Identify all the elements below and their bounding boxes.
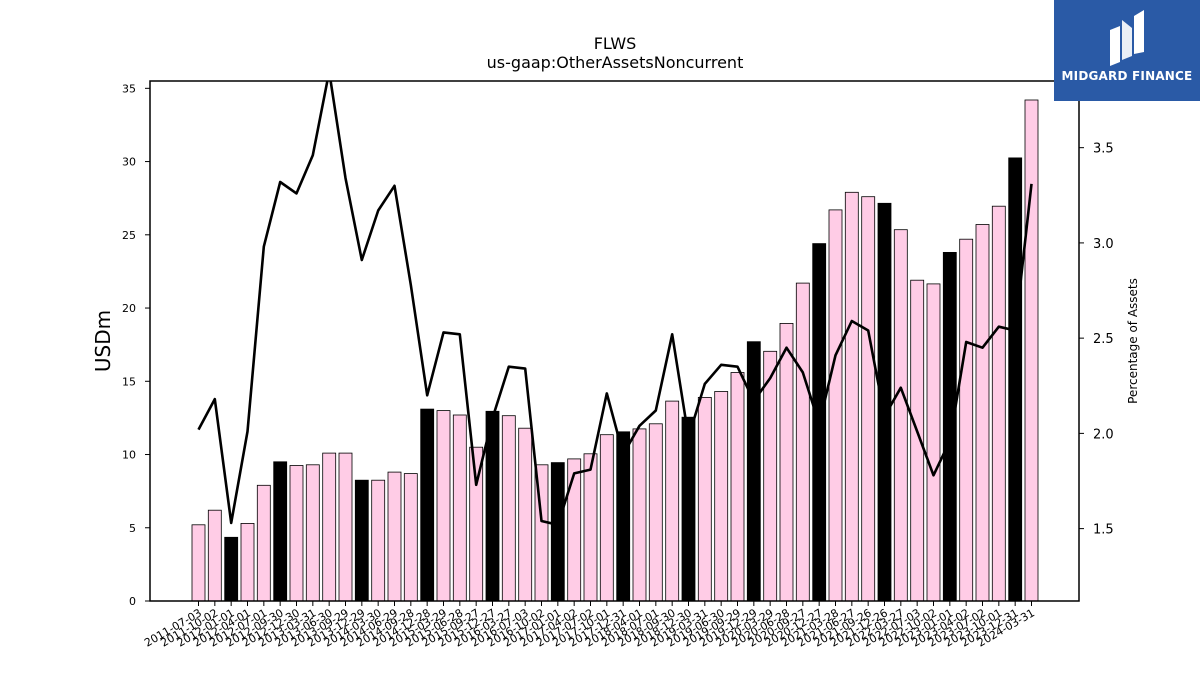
bar xyxy=(256,484,271,602)
y-tick-label: 15 xyxy=(122,375,136,388)
y-tick-label: 5 xyxy=(129,522,136,535)
y-axis-right: 1.5 2.0 2.5 3.0 3.5 xyxy=(1079,142,1114,538)
bar xyxy=(746,341,761,602)
y2-tick-label: 3.0 xyxy=(1093,237,1114,252)
plot-frame xyxy=(149,80,1080,602)
bar xyxy=(501,415,516,602)
bar xyxy=(599,434,614,602)
bar xyxy=(550,462,565,602)
y-tick-label: 35 xyxy=(122,82,136,95)
bar xyxy=(1024,99,1039,602)
bar xyxy=(273,461,288,602)
bar xyxy=(893,229,908,602)
bar xyxy=(616,431,631,602)
x-axis: 2011-07-032011-10-022012-01-012012-04-01… xyxy=(142,601,1037,650)
bar xyxy=(697,396,712,602)
bar xyxy=(681,416,696,602)
y-tick-label: 20 xyxy=(122,302,136,315)
bar xyxy=(322,452,337,602)
bar xyxy=(1008,157,1023,602)
bar xyxy=(436,410,451,602)
y-tick-label: 25 xyxy=(122,229,136,242)
bar xyxy=(354,479,369,602)
y-axis-label: USDm xyxy=(91,310,115,372)
logo-text: MIDGARD FINANCE xyxy=(1061,69,1193,83)
bar xyxy=(403,473,418,602)
bar xyxy=(240,523,255,602)
line-group xyxy=(197,81,1033,527)
y2-tick-label: 1.5 xyxy=(1093,523,1114,538)
bar xyxy=(420,408,435,602)
bar xyxy=(371,479,386,602)
series-line xyxy=(197,81,1033,527)
bar xyxy=(959,238,974,602)
y2-tick-label: 2.0 xyxy=(1093,427,1114,442)
bar xyxy=(779,322,794,602)
bar xyxy=(730,372,745,602)
bar xyxy=(665,400,680,602)
bar xyxy=(861,196,876,602)
chart-title: FLWS xyxy=(594,34,637,53)
y-tick-label: 0 xyxy=(129,595,136,608)
logo-mark-icon xyxy=(1110,10,1144,66)
bar xyxy=(452,414,467,602)
y-tick-label: 30 xyxy=(122,156,136,169)
bar xyxy=(387,471,402,602)
bar xyxy=(828,209,843,602)
bar xyxy=(305,464,320,602)
bar xyxy=(191,524,206,602)
bar xyxy=(583,453,598,602)
bar xyxy=(975,224,990,602)
bar xyxy=(224,536,239,602)
bar xyxy=(991,205,1006,602)
bar xyxy=(632,428,647,602)
y2-tick-label: 3.5 xyxy=(1093,142,1114,157)
bar xyxy=(338,452,353,602)
bars-group xyxy=(191,99,1039,602)
bar xyxy=(714,391,729,602)
bar xyxy=(207,509,222,602)
bar xyxy=(942,251,957,602)
chart-subtitle: us-gaap:OtherAssetsNoncurrent xyxy=(487,53,744,72)
y-tick-label: 10 xyxy=(122,449,136,462)
bar xyxy=(289,465,304,602)
bar xyxy=(844,191,859,602)
y-axis-left: 0 5 10 15 20 25 30 35 xyxy=(122,82,150,608)
bar xyxy=(795,282,810,602)
bar xyxy=(567,458,582,602)
bar xyxy=(518,427,533,602)
bar xyxy=(763,350,778,602)
bar xyxy=(648,423,663,602)
bar xyxy=(877,202,892,602)
y2-axis-label: Percentage of Assets xyxy=(1126,278,1140,404)
brand-logo: MIDGARD FINANCE xyxy=(1054,0,1200,101)
bar xyxy=(926,283,941,602)
y2-tick-label: 2.5 xyxy=(1093,332,1114,347)
